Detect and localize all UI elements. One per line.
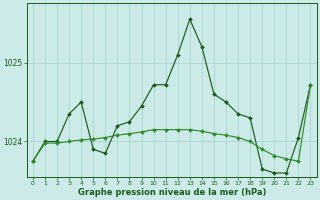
X-axis label: Graphe pression niveau de la mer (hPa): Graphe pression niveau de la mer (hPa) [77, 188, 266, 197]
